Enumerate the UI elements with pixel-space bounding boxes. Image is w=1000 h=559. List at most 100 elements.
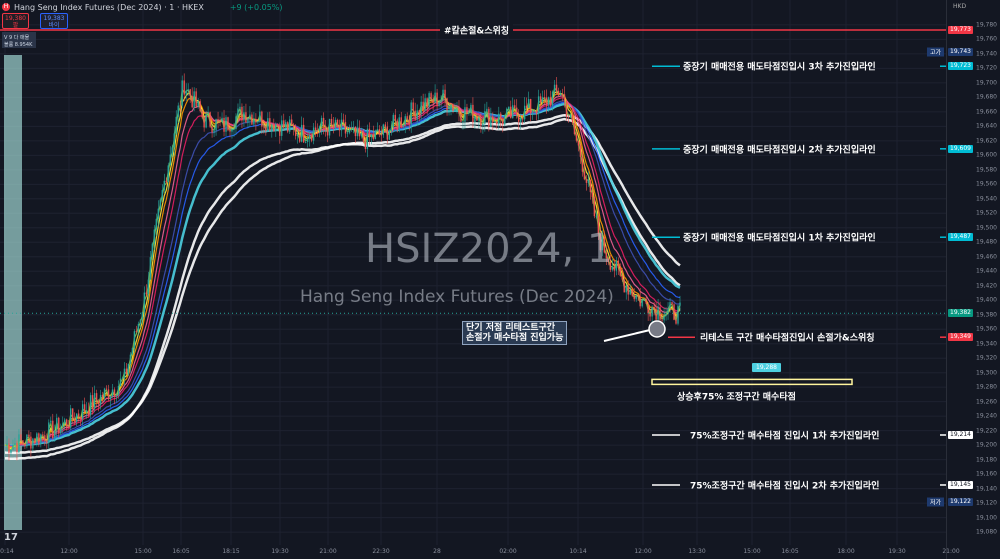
- candle-body: [464, 107, 466, 122]
- candle-body: [231, 129, 233, 132]
- candle-body: [478, 117, 480, 121]
- candle-body: [247, 118, 249, 123]
- candle-body: [518, 115, 520, 122]
- candle-body: [500, 113, 502, 120]
- candle-body: [510, 106, 512, 119]
- candle-body: [298, 134, 301, 142]
- price-change: +9 (+0.05%): [229, 2, 283, 12]
- candle-body: [408, 119, 410, 125]
- candle-body: [436, 92, 438, 107]
- candle-body: [287, 122, 289, 132]
- candle-body: [378, 129, 381, 135]
- candle-body: [175, 116, 177, 134]
- candle-body: [637, 295, 639, 297]
- candle-body: [54, 429, 56, 439]
- currency-label[interactable]: HKD: [953, 3, 967, 10]
- candle-body: [420, 101, 422, 114]
- candle-body: [109, 395, 112, 400]
- price-chart[interactable]: [0, 0, 946, 545]
- candle-body: [593, 197, 596, 217]
- candle-body: [444, 89, 446, 99]
- candle-body: [665, 313, 667, 316]
- candle-body: [68, 426, 70, 428]
- level-annotation[interactable]: 75%조정구간 매수타점 진입시 2차 추가진입라인: [690, 481, 880, 492]
- time-tick: 22:30: [372, 548, 390, 555]
- level-annotation[interactable]: 중장기 매매전용 매도타점진입시 2차 추가진입라인: [683, 145, 876, 156]
- time-tick: 15:00: [743, 548, 761, 555]
- candle-body: [523, 105, 526, 120]
- candle-body: [201, 111, 203, 118]
- price-tick: 19,660: [976, 108, 997, 116]
- candle-body: [64, 419, 66, 424]
- candle-body: [18, 434, 20, 453]
- candle-body: [209, 112, 211, 127]
- time-tick: 10:14: [0, 548, 14, 555]
- candle-body: [647, 303, 649, 314]
- candle-body: [87, 410, 90, 415]
- buy-button[interactable]: 19,383 바이: [40, 13, 68, 29]
- level-annotation[interactable]: #칼손절&스위칭: [440, 23, 514, 37]
- sell-button[interactable]: 19,380 팔: [2, 13, 29, 29]
- candle-body: [267, 118, 269, 131]
- candle-body: [671, 302, 673, 305]
- level-annotation[interactable]: 중장기 매매전용 매도타점진입시 1차 추가진입라인: [683, 233, 876, 244]
- candle-body: [354, 126, 357, 137]
- candle-body: [424, 98, 426, 110]
- candle-body: [504, 115, 506, 125]
- candle-body: [581, 156, 584, 172]
- price-tick: 19,260: [976, 398, 997, 406]
- high-price-label: 19,743: [948, 47, 973, 56]
- level-annotation[interactable]: 리테스트 구간 매수타점진입시 손절가&스위칭: [700, 333, 875, 344]
- candle-body: [243, 112, 245, 121]
- time-tick: 19:30: [888, 548, 906, 555]
- candle-body: [452, 104, 454, 112]
- price-label: 19,723: [948, 62, 973, 71]
- price-tick: 19,140: [976, 485, 997, 493]
- candle-body: [185, 90, 187, 95]
- candle-body: [645, 298, 647, 304]
- symbol-title[interactable]: Hang Seng Index Futures (Dec 2024) · 1 ·…: [14, 2, 204, 12]
- candle-body: [273, 124, 275, 132]
- price-tick: 19,120: [976, 499, 997, 507]
- candle-body: [372, 134, 375, 140]
- price-tick: 19,160: [976, 470, 997, 478]
- candle-body: [520, 118, 522, 122]
- price-axis[interactable]: HKD 19,780 19,760 19,740 19,720 19,700 19,680…: [946, 0, 1000, 559]
- zone-annotation[interactable]: 상승후75% 조정구간 매수타점: [677, 392, 796, 403]
- candle-body: [95, 393, 98, 401]
- price-tick: 19,460: [976, 253, 997, 261]
- price-label: 19,349: [948, 333, 973, 342]
- candle-body: [113, 389, 116, 396]
- time-tick: 12:00: [60, 548, 78, 555]
- candle-body: [103, 388, 106, 398]
- candle-body: [579, 145, 582, 157]
- candle-body: [575, 134, 578, 141]
- candle-body: [480, 117, 482, 126]
- price-tick: 19,580: [976, 166, 997, 174]
- candle-body: [296, 134, 299, 137]
- candle-body: [448, 110, 450, 111]
- candle-body: [486, 108, 488, 112]
- price-tick: 19,440: [976, 267, 997, 275]
- candle-body: [563, 94, 566, 101]
- candle-body: [153, 229, 156, 244]
- candle-body: [239, 106, 241, 109]
- candle-body: [661, 319, 663, 321]
- level-annotation[interactable]: 75%조정구간 매수타점 진입시 1차 추가진입라인: [690, 431, 880, 442]
- candle-body: [269, 118, 271, 131]
- candle-body: [633, 295, 635, 300]
- candle-body: [442, 89, 444, 100]
- level-annotation[interactable]: 중장기 매매전용 매도타점진입시 3차 추가진입라인: [683, 62, 876, 73]
- price-tick: 19,540: [976, 195, 997, 203]
- buy-label: 바이: [48, 22, 60, 29]
- candle-body: [131, 347, 134, 355]
- candle-body: [93, 393, 96, 409]
- candle-body: [398, 117, 400, 131]
- candle-body: [488, 108, 490, 128]
- price-tick: 19,560: [976, 180, 997, 188]
- price-tick: 19,080: [976, 528, 997, 536]
- candle-body: [304, 141, 307, 143]
- candle-body: [559, 93, 562, 96]
- candle-body: [557, 90, 560, 96]
- candle-body: [426, 98, 428, 107]
